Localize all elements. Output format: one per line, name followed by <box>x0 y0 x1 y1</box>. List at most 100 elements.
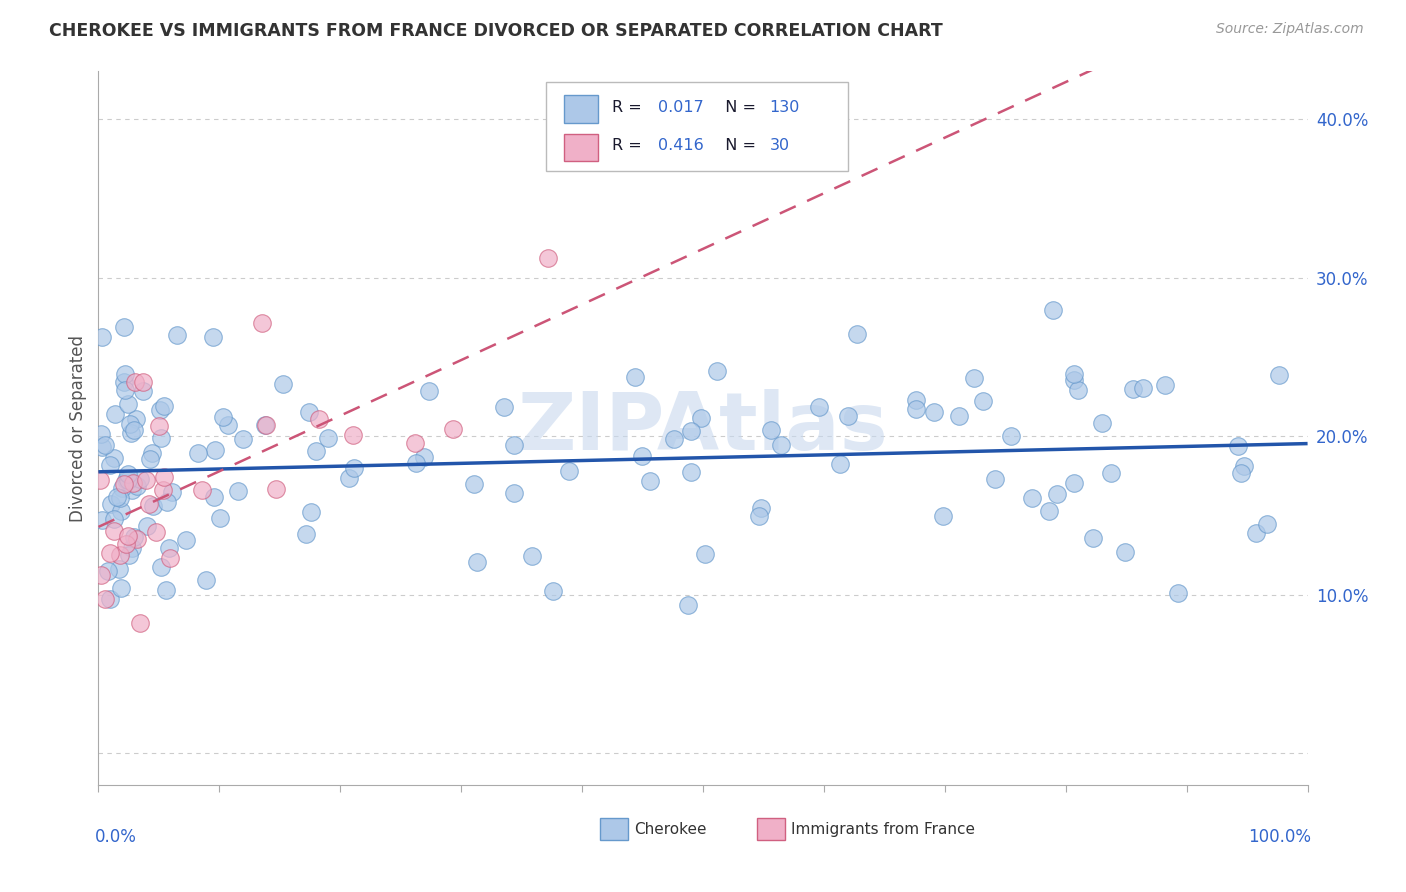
Point <box>1038 504 1060 518</box>
Point <box>706 364 728 378</box>
Point <box>904 392 927 407</box>
Point <box>441 422 464 436</box>
Text: 0.416: 0.416 <box>658 138 704 153</box>
Point <box>948 409 970 423</box>
Point <box>103 451 125 466</box>
Point <box>536 251 558 265</box>
Point <box>828 458 851 472</box>
Point <box>149 431 172 445</box>
Point <box>932 508 955 523</box>
Point <box>1099 466 1122 480</box>
Point <box>152 470 174 484</box>
Point <box>97 564 120 578</box>
Point <box>121 541 143 555</box>
Point <box>232 432 254 446</box>
Text: ZIPAtlas: ZIPAtlas <box>517 389 889 467</box>
Point <box>114 536 136 550</box>
Point <box>204 490 226 504</box>
FancyBboxPatch shape <box>758 819 785 840</box>
Point <box>1132 381 1154 395</box>
Point <box>228 484 250 499</box>
Point <box>103 524 125 538</box>
Point <box>117 467 139 481</box>
Point <box>142 499 165 513</box>
Point <box>253 418 276 433</box>
Point <box>405 456 427 470</box>
Point <box>1167 586 1189 600</box>
Point <box>114 383 136 397</box>
Point <box>308 411 330 425</box>
Point <box>1233 459 1256 474</box>
Point <box>98 546 121 560</box>
Point <box>145 525 167 540</box>
Point <box>117 529 139 543</box>
Text: Source: ZipAtlas.com: Source: ZipAtlas.com <box>1216 22 1364 37</box>
Point <box>89 473 111 487</box>
Point <box>125 478 148 492</box>
Text: 0.017: 0.017 <box>658 100 704 115</box>
Point <box>305 444 328 458</box>
Point <box>139 451 162 466</box>
Point <box>1000 429 1022 443</box>
Point <box>121 483 143 498</box>
Point <box>846 326 869 341</box>
Point <box>90 567 112 582</box>
Text: R =: R = <box>613 100 647 115</box>
Point <box>166 328 188 343</box>
Point <box>118 548 141 562</box>
Text: 130: 130 <box>769 100 800 115</box>
Point <box>679 424 702 438</box>
Point <box>837 409 859 423</box>
Point <box>125 412 148 426</box>
Point <box>264 482 287 496</box>
Point <box>316 431 339 445</box>
Point <box>759 423 782 437</box>
Point <box>217 417 239 432</box>
Point <box>159 550 181 565</box>
Point <box>254 417 277 432</box>
Text: 30: 30 <box>769 138 790 153</box>
Text: 100.0%: 100.0% <box>1249 828 1312 846</box>
Y-axis label: Divorced or Separated: Divorced or Separated <box>69 334 87 522</box>
Point <box>748 508 770 523</box>
Point <box>749 500 772 515</box>
Point <box>1063 373 1085 387</box>
Point <box>1246 526 1268 541</box>
Point <box>160 485 183 500</box>
Point <box>690 411 713 425</box>
Point <box>149 403 172 417</box>
Text: CHEROKEE VS IMMIGRANTS FROM FRANCE DIVORCED OR SEPARATED CORRELATION CHART: CHEROKEE VS IMMIGRANTS FROM FRANCE DIVOR… <box>49 22 943 40</box>
Point <box>204 443 226 458</box>
Point <box>94 438 117 452</box>
Point <box>492 400 515 414</box>
Text: Cherokee: Cherokee <box>634 822 707 837</box>
Point <box>922 405 945 419</box>
Point <box>679 465 702 479</box>
Point <box>112 477 135 491</box>
Point <box>252 316 274 330</box>
Point <box>1229 466 1251 480</box>
Point <box>110 581 132 595</box>
Point <box>502 438 524 452</box>
Point <box>271 377 294 392</box>
Point <box>298 405 321 419</box>
Point <box>176 533 198 547</box>
Point <box>98 458 121 473</box>
Point <box>211 410 233 425</box>
Point <box>156 495 179 509</box>
Point <box>100 497 122 511</box>
Point <box>93 591 115 606</box>
Point <box>90 513 112 527</box>
Point <box>131 375 153 389</box>
Point <box>104 408 127 422</box>
Point <box>152 399 174 413</box>
Point <box>112 375 135 389</box>
Point <box>138 497 160 511</box>
Point <box>124 375 146 389</box>
Point <box>1091 417 1114 431</box>
Point <box>191 483 214 498</box>
Point <box>905 402 928 417</box>
Text: 0.0%: 0.0% <box>94 828 136 846</box>
Point <box>972 394 994 409</box>
Text: R =: R = <box>613 138 647 153</box>
